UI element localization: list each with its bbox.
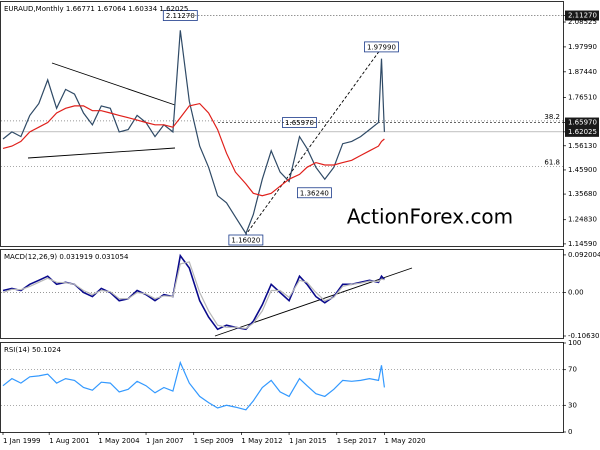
triangle-lower bbox=[27, 147, 176, 159]
y-tick-label: 70 bbox=[568, 366, 577, 374]
annotation-box bbox=[297, 187, 332, 199]
y-tick-label: 0.00 bbox=[568, 289, 584, 297]
panel-frames bbox=[0, 1, 564, 433]
annotation-label: 1.16020 bbox=[231, 237, 260, 245]
x-tick-label: 1 May 2020 bbox=[384, 437, 425, 445]
y-tick-label: 0 bbox=[568, 428, 572, 436]
y-tick-label: 1.24830 bbox=[568, 216, 597, 224]
y-tick-label: 1.62025 bbox=[568, 128, 597, 136]
level-label: 61.8 bbox=[544, 159, 560, 167]
y-tick-label: 0.092004 bbox=[568, 251, 600, 259]
price-frame bbox=[0, 1, 564, 247]
series-line bbox=[2, 261, 385, 330]
annotation-box bbox=[228, 234, 264, 246]
annotation-box bbox=[364, 41, 399, 53]
y-tick-label: 30 bbox=[568, 401, 577, 409]
y-tick-label: 2.08525 bbox=[568, 18, 597, 26]
y-tick-highlight bbox=[565, 126, 599, 137]
rsi-frame bbox=[0, 342, 564, 433]
panel-title: EURAUD,Monthly 1.66771 1.67064 1.60334 1… bbox=[4, 5, 188, 13]
x-tick-label: 1 Sep 2009 bbox=[194, 437, 234, 445]
watermark: ActionForex.com bbox=[347, 205, 513, 229]
panel-title: RSI(14) 50.1024 bbox=[4, 346, 61, 354]
y-tick-label: 100 bbox=[568, 339, 581, 347]
y-tick-label: 1.35680 bbox=[568, 190, 597, 198]
series-line bbox=[2, 102, 385, 197]
y-tick-label: 1.97990 bbox=[568, 43, 597, 51]
series-line bbox=[2, 30, 385, 235]
x-tick-label: 1 May 2012 bbox=[241, 437, 282, 445]
macd-frame bbox=[0, 249, 564, 339]
y-tick-label: -0.106308 bbox=[568, 332, 600, 340]
y-tick-label: 1.87440 bbox=[568, 68, 597, 76]
x-tick-label: 1 Jan 2007 bbox=[146, 437, 184, 445]
triangle-upper bbox=[51, 62, 176, 106]
y-tick-highlight bbox=[565, 10, 599, 21]
y-tick-label: 1.76510 bbox=[568, 94, 597, 102]
x-tick-label: 1 May 2004 bbox=[98, 437, 140, 445]
y-tick-highlight bbox=[565, 117, 599, 128]
x-tick-label: 1 Jan 2015 bbox=[289, 437, 327, 445]
series-line bbox=[2, 360, 385, 411]
x-tick-label: 1 Aug 2001 bbox=[49, 437, 89, 445]
y-tick-label: 1.56130 bbox=[568, 142, 597, 150]
annotation-label: 2.11270 bbox=[166, 12, 195, 20]
annotation-label: 1.65970 bbox=[285, 119, 314, 127]
level-label: 38.2 bbox=[544, 113, 560, 121]
panel-title: MACD(12,26,9) 0.031919 0.031054 bbox=[4, 253, 129, 261]
y-tick-label: 1.65970 bbox=[568, 119, 597, 127]
y-tick-label: 2.11270 bbox=[568, 12, 597, 20]
x-tick-label: 1 Sep 2017 bbox=[337, 437, 377, 445]
y-tick-label: 1.45900 bbox=[568, 166, 597, 174]
y-tick-label: 1.14590 bbox=[568, 240, 597, 248]
x-tick-label: 1 Jan 1999 bbox=[3, 437, 41, 445]
annotation-label: 1.36240 bbox=[300, 189, 329, 197]
annotation-label: 1.97990 bbox=[367, 43, 396, 51]
